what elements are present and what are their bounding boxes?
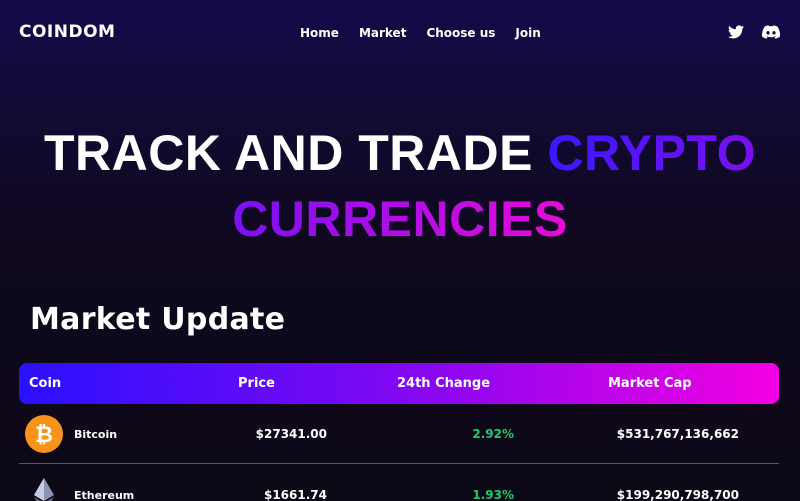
coin-price: $1661.74 (263, 488, 327, 501)
column-price: Price (238, 376, 275, 391)
column-coin: Coin (29, 376, 62, 391)
brand-logo[interactable]: COINDOM (19, 22, 116, 42)
table-row[interactable]: ₿ Bitcoin $27341.00 2.92% $531,767,136,6… (19, 404, 779, 464)
coin-name: Ethereum (74, 489, 135, 501)
hero-text-plain: TRACK AND TRADE (44, 125, 533, 181)
twitter-icon[interactable] (728, 25, 744, 39)
table-row[interactable]: Ethereum $1661.74 1.93% $199,290,798,700 (19, 465, 779, 501)
nav-item-join[interactable]: Join (515, 26, 541, 40)
nav-item-home[interactable]: Home (300, 26, 339, 40)
coin-market-cap: $199,290,798,700 (616, 488, 739, 501)
coin-change: 2.92% (472, 427, 514, 441)
navbar: COINDOM Home Market Choose us Join (0, 0, 800, 70)
hero-text-crypto: CRYPTO (547, 125, 756, 181)
nav-item-market[interactable]: Market (358, 26, 407, 40)
svg-text:₿: ₿ (35, 423, 53, 448)
hero-text-currencies: CURRENCIES (232, 191, 568, 247)
column-change: 24th Change (397, 376, 491, 391)
coin-market-cap: $531,767,136,662 (616, 427, 739, 441)
nav-menu: Home Market Choose us Join (300, 26, 541, 40)
nav-item-choose-us[interactable]: Choose us (426, 26, 496, 40)
hero-heading: TRACK AND TRADE CRYPTO CURRENCIES (0, 120, 800, 252)
coin-name: Bitcoin (74, 428, 118, 441)
market-update-title: Market Update (30, 302, 286, 337)
ethereum-icon (25, 476, 63, 501)
coin-change: 1.93% (472, 488, 514, 501)
discord-icon[interactable] (762, 25, 780, 39)
market-table-header: Coin Price 24th Change Market Cap (19, 363, 779, 404)
column-market-cap: Market Cap (608, 376, 692, 391)
social-links (728, 25, 780, 39)
coin-price: $27341.00 (255, 427, 327, 441)
bitcoin-icon: ₿ (25, 415, 63, 453)
